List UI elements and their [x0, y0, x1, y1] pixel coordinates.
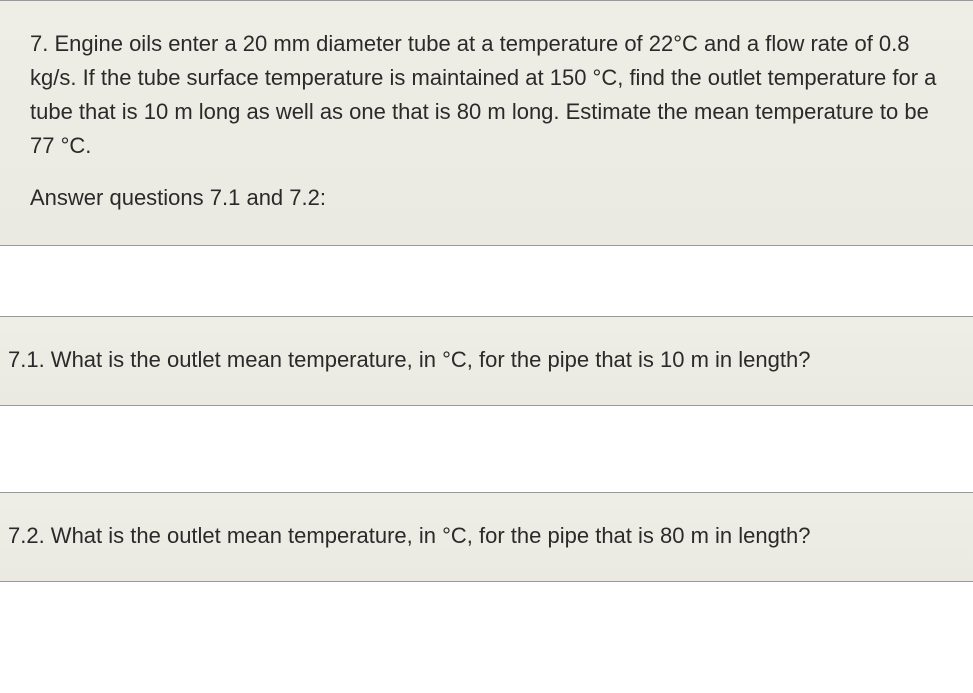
problem-block: 7. Engine oils enter a 20 mm diameter tu…	[0, 0, 973, 246]
bottom-gap	[0, 582, 973, 693]
problem-instruction: Answer questions 7.1 and 7.2:	[30, 185, 943, 211]
page-container: 7. Engine oils enter a 20 mm diameter tu…	[0, 0, 973, 693]
separator-gap-2	[0, 406, 973, 492]
separator-gap-1	[0, 246, 973, 316]
question-7-1-text: 7.1. What is the outlet mean temperature…	[8, 347, 965, 373]
question-7-2-text: 7.2. What is the outlet mean temperature…	[8, 523, 965, 549]
question-7-2-block: 7.2. What is the outlet mean temperature…	[0, 492, 973, 582]
problem-statement: 7. Engine oils enter a 20 mm diameter tu…	[30, 27, 943, 163]
question-7-1-block: 7.1. What is the outlet mean temperature…	[0, 316, 973, 406]
